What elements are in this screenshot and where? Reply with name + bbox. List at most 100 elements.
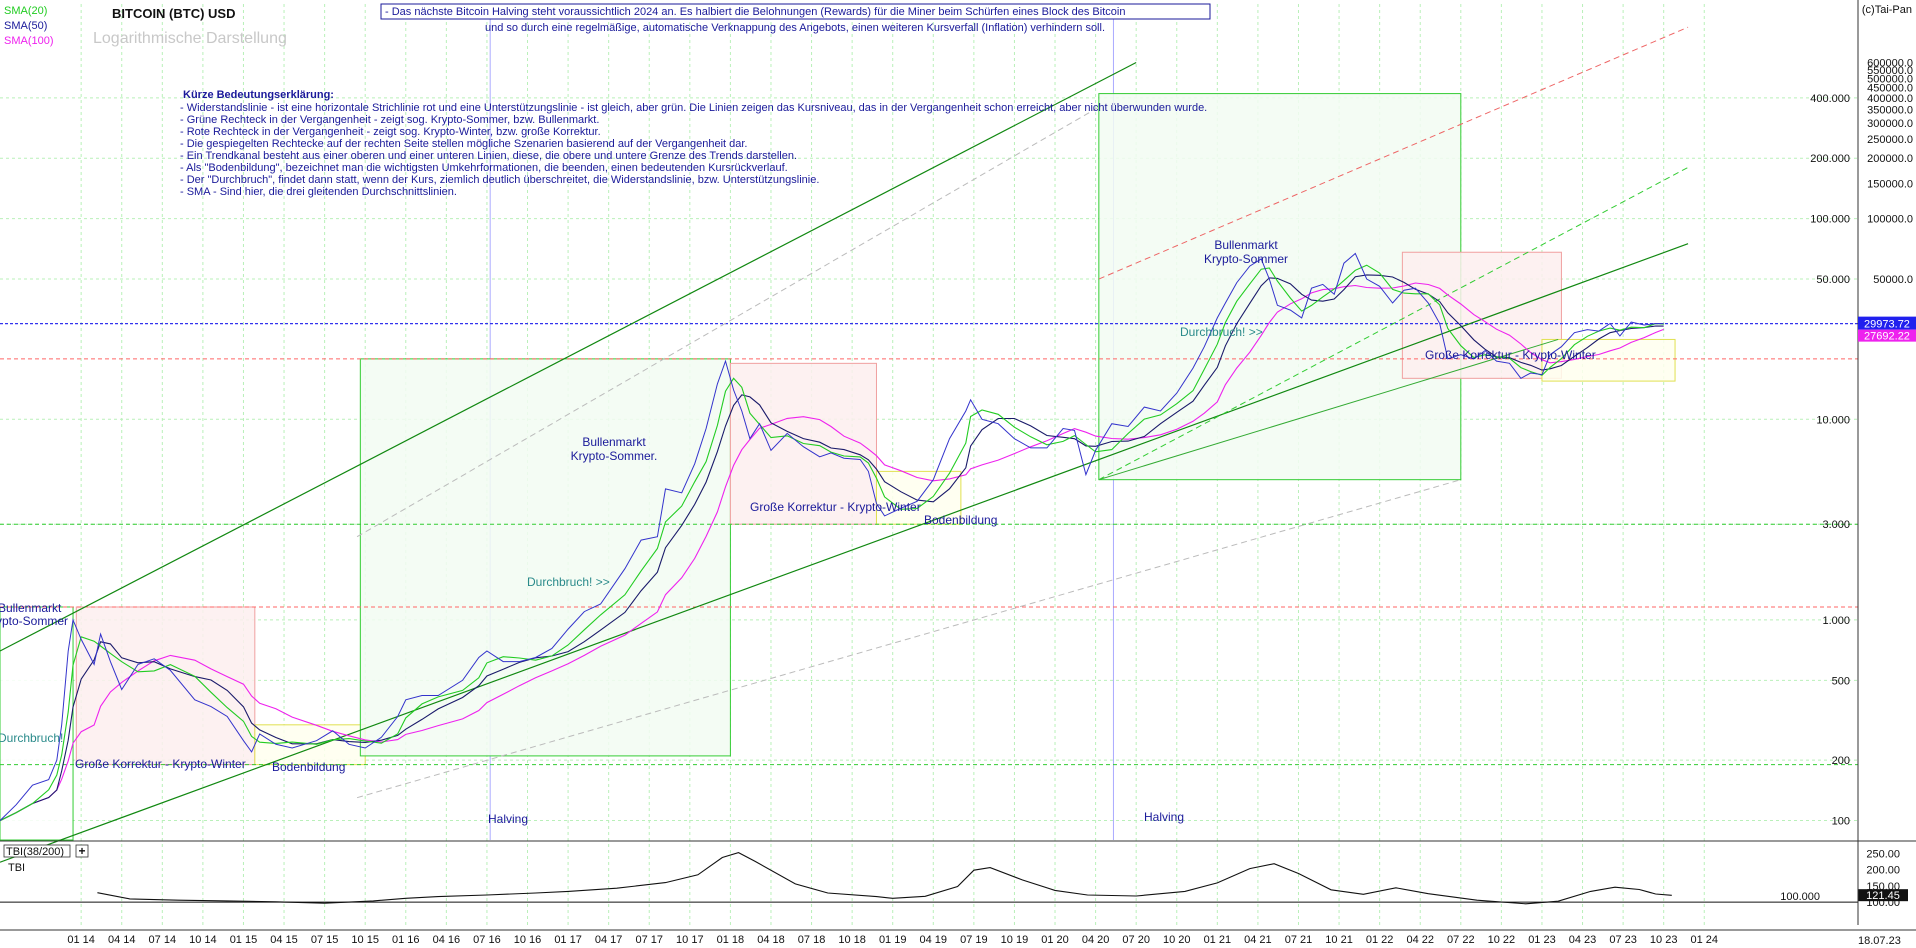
y-tick-label: 50.000 — [1816, 274, 1850, 286]
current-price-label: 29973.72 — [1864, 319, 1910, 331]
x-tick-label: 04 17 — [595, 934, 623, 946]
phase-box — [75, 606, 256, 766]
x-tick-label: 04 15 — [270, 934, 298, 946]
legend-line: - Ein Trendkanal besteht aus einer obere… — [180, 150, 797, 162]
x-tick-label: 10 14 — [189, 934, 217, 946]
y-tick-label: 100000.0 — [1867, 214, 1913, 226]
x-tick-label: 04 21 — [1244, 934, 1272, 946]
indicator-sublabel: TBI — [8, 862, 25, 874]
x-tick-label: 07 22 — [1447, 934, 1475, 946]
annotation-korrektur-2022: Große Korrektur - Krypto-Winter — [1425, 348, 1596, 362]
x-tick-label: 07 18 — [798, 934, 826, 946]
y-tick-label: 450000.0 — [1867, 83, 1913, 95]
y-tick-label: 10.000 — [1816, 414, 1850, 426]
legend-box: Kürze Bedeutungserklärung: - Widerstands… — [180, 89, 1207, 198]
x-tick-label: 01 22 — [1366, 934, 1394, 946]
indicator-add-button[interactable] — [75, 844, 89, 858]
sma50-line — [0, 274, 1664, 822]
y-tick-label: 150000.0 — [1867, 178, 1913, 190]
trend-line — [356, 106, 1100, 538]
x-tick-label: 01 21 — [1204, 934, 1232, 946]
x-tick-label: 07 21 — [1285, 934, 1313, 946]
annotations: Bullenmarktrypto-Sommer Durchbruch! Groß… — [0, 238, 1596, 826]
annotation-korrektur-2014: Große Korrektur - Krypto-Winter — [75, 757, 246, 771]
x-tick-label: 01 15 — [230, 934, 258, 946]
legend-line: - Rote Rechteck in der Vergangenheit - z… — [180, 126, 601, 138]
x-tick-label: 04 18 — [757, 934, 785, 946]
x-tick-label: 01 24 — [1691, 934, 1719, 946]
indicator-line — [97, 852, 1672, 905]
notice-line-1: - Das nächste Bitcoin Halving steht vora… — [385, 6, 1125, 18]
sma-tag — [1858, 329, 1916, 342]
y-tick-label: 400000.0 — [1867, 93, 1913, 105]
sma20-label: SMA(20) — [4, 5, 47, 17]
x-tick-label: 10 18 — [838, 934, 866, 946]
x-tick-label: 10 19 — [1001, 934, 1029, 946]
y-tick-label: 200000.0 — [1867, 153, 1913, 165]
annotation-halving-2: Halving — [1144, 810, 1184, 824]
x-tick-label: 01 16 — [392, 934, 420, 946]
y-tick-label: 250000.0 — [1867, 134, 1913, 146]
x-tick-label: 04 16 — [433, 934, 461, 946]
x-tick-label: 01 20 — [1041, 934, 1069, 946]
legend-line: - SMA - Sind hier, die drei gleitenden D… — [180, 186, 457, 198]
chart-subtitle: Logarithmische Darstellung — [93, 30, 287, 47]
x-tick-label: 10 16 — [514, 934, 542, 946]
indicator-tick-label: 200.00 — [1866, 865, 1900, 877]
legend-line: - Grüne Rechteck in der Vergangenheit - … — [180, 114, 599, 126]
notice-line-2: und so durch eine regelmäßige, automatis… — [485, 22, 1105, 34]
phase-box — [1541, 338, 1676, 382]
x-tick-label: 07 14 — [149, 934, 177, 946]
x-tick-label: 01 19 — [879, 934, 907, 946]
phase-box — [359, 358, 731, 757]
y-tick-label: 200.000 — [1810, 153, 1850, 165]
x-tick-label: 01 23 — [1528, 934, 1556, 946]
x-tick-label: 07 23 — [1609, 934, 1637, 946]
x-tick-label: 10 21 — [1325, 934, 1353, 946]
x-tick-label: 07 16 — [473, 934, 501, 946]
annotation-breakout-2020: Durchbruch! >> — [1180, 325, 1263, 339]
trend-line — [356, 479, 1461, 799]
y-tick-label: 600000.0 — [1867, 58, 1913, 70]
chart-title: BITCOIN (BTC) USD — [112, 6, 236, 21]
x-tick-label: 04 20 — [1082, 934, 1110, 946]
trend-line — [1098, 166, 1689, 481]
x-tick-label: 04 19 — [920, 934, 948, 946]
copyright: (c)Tai-Pan — [1862, 4, 1912, 16]
sma100-line — [0, 282, 1664, 822]
y-tick-label: 550000.0 — [1867, 65, 1913, 77]
notice-box — [380, 3, 1211, 20]
x-tick-label: 10 15 — [351, 934, 379, 946]
legend-line: - Widerstandslinie - ist eine horizontal… — [180, 102, 1207, 114]
y-tick-label: 200 — [1832, 755, 1850, 767]
legend-line: - Die gespiegelten Rechtecke auf der rec… — [180, 138, 747, 150]
current-sma-label: 27692.22 — [1864, 331, 1910, 343]
annotation-bull-2013: Bullenmarktrypto-Sommer — [0, 601, 68, 628]
annotation-halving-1: Halving — [488, 812, 528, 826]
price-tag — [1858, 316, 1916, 330]
price-series — [0, 252, 1664, 822]
x-tick-label: 07 15 — [311, 934, 339, 946]
indicator-tick-label: 250.00 — [1866, 848, 1900, 860]
x-tick-label: 10 20 — [1163, 934, 1191, 946]
indicator-label: TBI(38/200) — [6, 846, 64, 858]
annotation-breakout-2016: Durchbruch! >> — [527, 575, 610, 589]
trend-line — [0, 61, 1137, 652]
x-tick-label: 07 19 — [960, 934, 988, 946]
legend-line: - Als "Bodenbildung", bezeichnet man die… — [180, 162, 788, 174]
trend-line — [1098, 338, 1559, 481]
y-tick-label: 100 — [1832, 816, 1850, 828]
plus-icon[interactable]: + — [78, 844, 85, 858]
annotation-bull-2016: Bullenmarkt Krypto-Sommer. — [571, 435, 658, 463]
annotation-korrektur-2018: Große Korrektur - Krypto-Winter — [750, 500, 921, 514]
indicator-label-box — [3, 844, 71, 858]
x-tick-label: 10 22 — [1488, 934, 1516, 946]
x-tick-label: 04 23 — [1569, 934, 1597, 946]
x-tick-label: 10 17 — [676, 934, 704, 946]
y-tick-label: 100.000 — [1810, 214, 1850, 226]
phase-box — [0, 606, 74, 841]
last-date: 18.07.23 — [1858, 935, 1901, 947]
trend-line — [1098, 26, 1689, 280]
